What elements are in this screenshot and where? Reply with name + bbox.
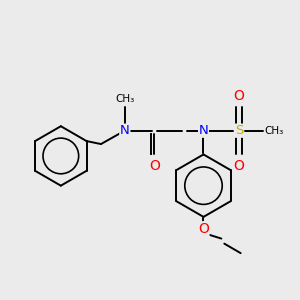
Text: O: O [234, 88, 244, 103]
Text: O: O [234, 159, 244, 173]
Text: O: O [198, 222, 209, 236]
Text: N: N [199, 124, 208, 137]
Text: CH₃: CH₃ [265, 126, 284, 136]
Text: S: S [235, 124, 243, 137]
Text: N: N [120, 124, 130, 137]
Text: O: O [149, 159, 160, 173]
Text: CH₃: CH₃ [115, 94, 134, 103]
